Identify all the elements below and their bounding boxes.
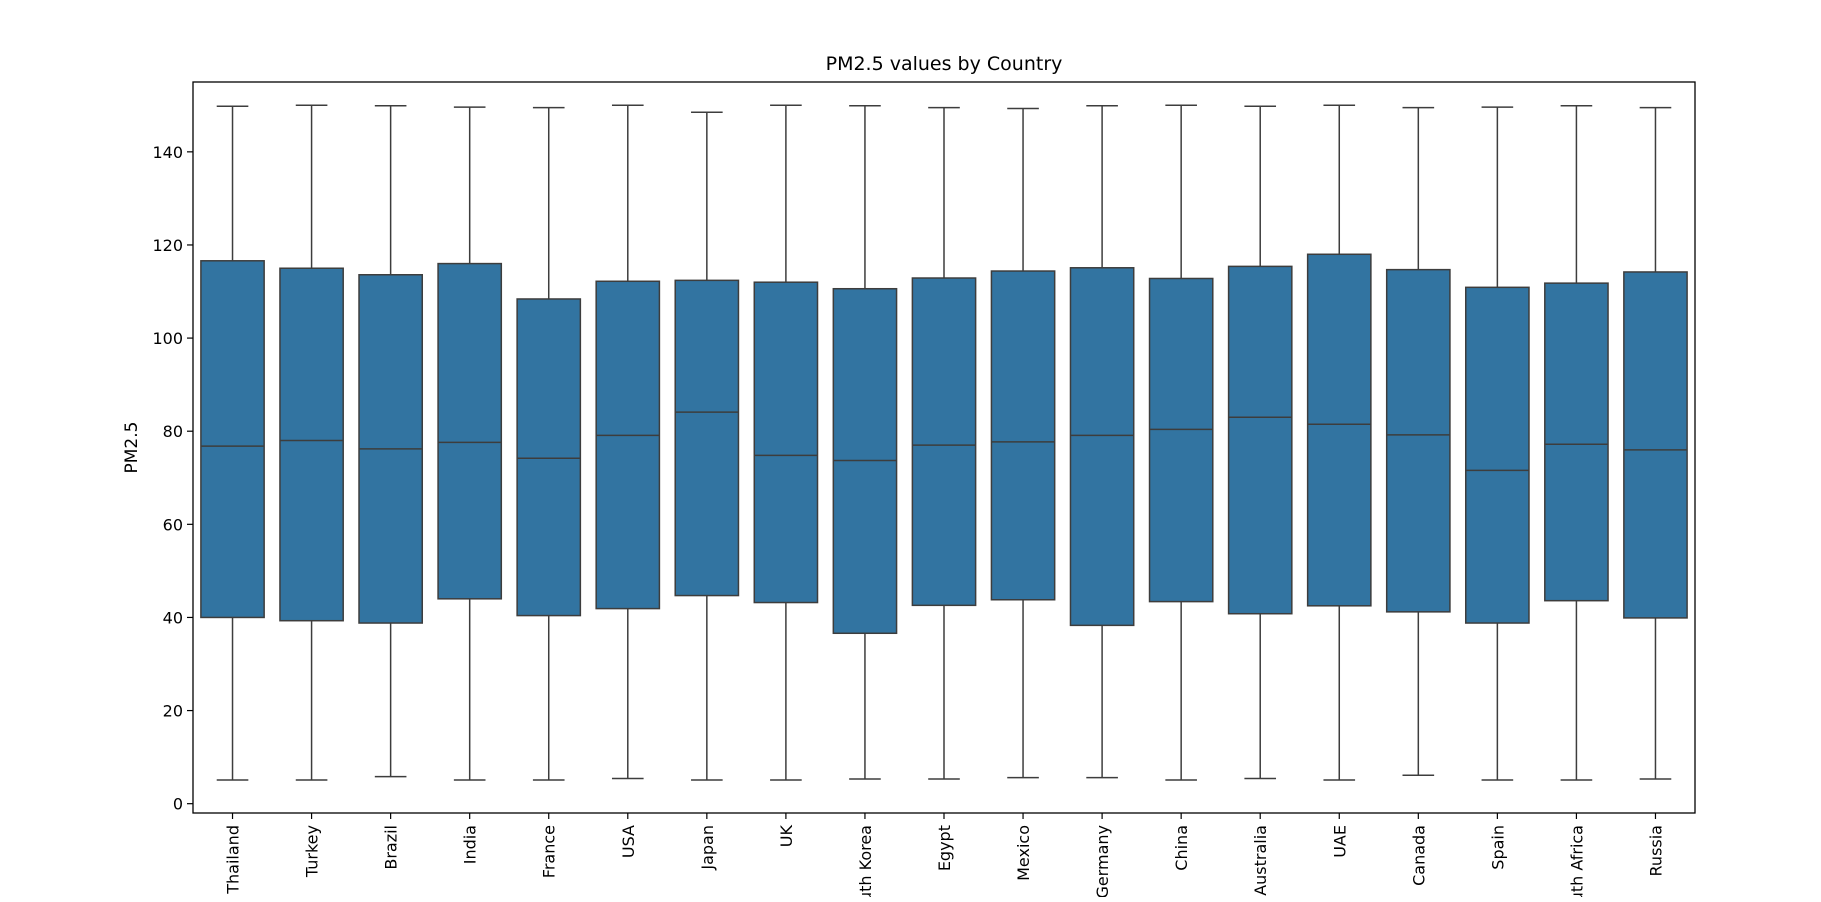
- x-tick-label: Brazil: [382, 825, 401, 870]
- box-group: [1148, 104, 1214, 781]
- box-iqr: [200, 260, 265, 619]
- box-group: [753, 104, 819, 781]
- x-tick-label: Spain: [1488, 825, 1507, 870]
- box-iqr: [990, 270, 1056, 601]
- chart-title: PM2.5 values by Country: [826, 53, 1063, 75]
- y-tick-label: 60: [163, 515, 183, 534]
- box-iqr: [911, 277, 977, 607]
- box-group: [595, 104, 661, 780]
- box-group: [516, 106, 582, 781]
- box-group: [437, 106, 503, 781]
- box-group: [832, 104, 898, 780]
- box-group: [1306, 104, 1372, 781]
- box-group: [1385, 106, 1451, 777]
- box-group: [358, 104, 424, 778]
- x-tick-label: Japan: [698, 825, 717, 871]
- box-iqr: [1148, 277, 1214, 603]
- box-group: [1544, 104, 1609, 781]
- box-iqr: [1544, 282, 1609, 602]
- box-iqr: [753, 281, 819, 604]
- box-iqr: [595, 280, 661, 610]
- x-tick-label: Egypt: [935, 825, 954, 871]
- x-tick-label: Thailand: [224, 825, 243, 895]
- x-tick-label: USA: [619, 825, 638, 858]
- x-tick-label: France: [540, 825, 559, 878]
- box-iqr: [279, 267, 344, 622]
- x-tick-label: Australia: [1251, 825, 1270, 896]
- x-tick-label: Mexico: [1014, 825, 1033, 881]
- box-group: [990, 107, 1056, 779]
- box-iqr: [1069, 267, 1135, 627]
- box-iqr: [1623, 271, 1688, 619]
- box-iqr: [674, 279, 740, 597]
- box-iqr: [437, 262, 503, 600]
- y-tick-label: 0: [173, 795, 183, 814]
- x-tick-label: Canada: [1409, 825, 1428, 886]
- box-group: [279, 104, 344, 781]
- x-tick-label: India: [461, 825, 480, 864]
- y-tick-label: 100: [152, 329, 183, 348]
- box-iqr: [1227, 265, 1293, 615]
- box-iqr: [1306, 253, 1372, 607]
- y-tick-label: 80: [163, 422, 183, 441]
- y-axis-label: PM2.5: [122, 422, 142, 474]
- box-group: [200, 105, 265, 781]
- x-tick-label: South Korea: [856, 825, 875, 897]
- box-iqr: [1385, 268, 1451, 613]
- box-group: [1623, 106, 1688, 780]
- plot-area: 0 20 40 60 80 100 120 140 Thailand Turkey Brazil In…: [152, 104, 1688, 902]
- y-tick-label: 120: [152, 236, 183, 255]
- y-tick-label: 140: [152, 143, 183, 162]
- box-group: [911, 106, 977, 780]
- x-tick-label: Turkey: [303, 825, 322, 878]
- box-group: [674, 111, 740, 781]
- x-tick-label: Germany: [1093, 825, 1112, 897]
- box-iqr: [1464, 286, 1530, 624]
- x-tick-label: UK: [777, 824, 796, 847]
- y-tick-label: 20: [163, 702, 183, 721]
- box-group: [1069, 104, 1135, 779]
- x-tick-label: China: [1172, 825, 1191, 871]
- box-iqr: [516, 298, 582, 617]
- x-tick-label: UAE: [1330, 825, 1349, 858]
- x-tick-label: Russia: [1646, 825, 1665, 876]
- plot-frame: [192, 81, 1696, 814]
- y-tick-label: 40: [163, 608, 183, 627]
- box-group: [1464, 106, 1530, 781]
- x-tick-label: South Africa: [1567, 825, 1586, 897]
- box-group: [1227, 105, 1293, 780]
